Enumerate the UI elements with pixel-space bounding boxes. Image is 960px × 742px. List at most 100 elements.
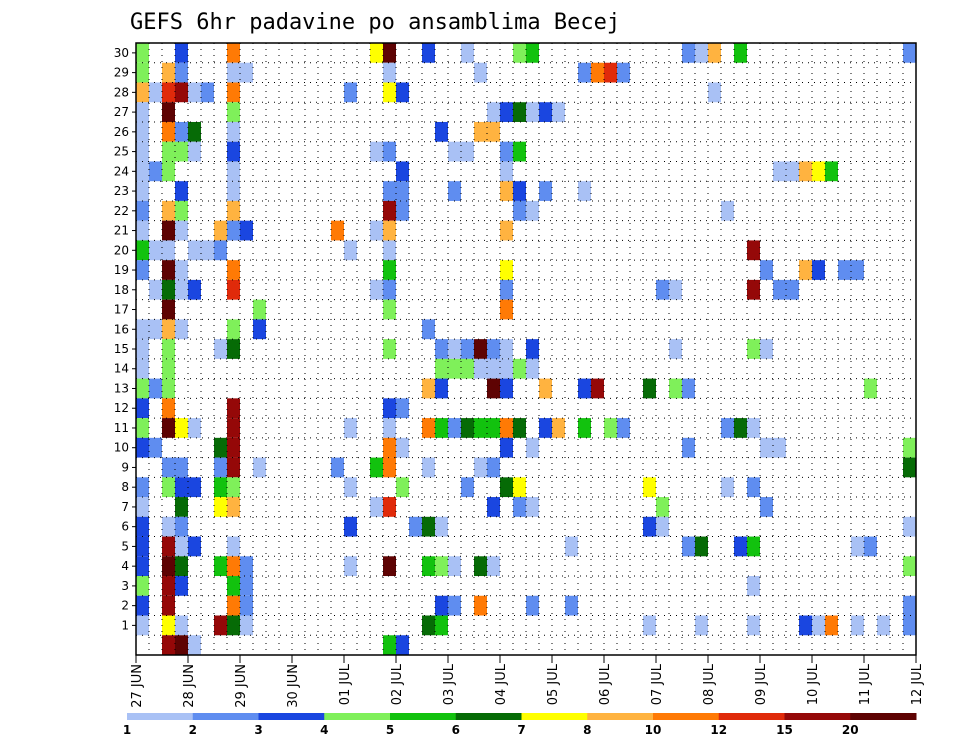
heatmap-cell bbox=[214, 615, 227, 636]
y-tick-label: 18 bbox=[114, 283, 129, 297]
heatmap-cell bbox=[227, 497, 240, 517]
heatmap-cell bbox=[474, 595, 487, 616]
heatmap-cell bbox=[188, 240, 201, 261]
heatmap-cell bbox=[643, 615, 656, 636]
heatmap-cell bbox=[591, 378, 604, 399]
heatmap-cell bbox=[162, 516, 175, 537]
heatmap-cell bbox=[591, 62, 604, 83]
heatmap-cell bbox=[175, 121, 188, 142]
y-tick-label: 5 bbox=[121, 539, 129, 553]
heatmap-cell bbox=[149, 240, 162, 261]
heatmap-cell bbox=[136, 339, 149, 359]
heatmap-cell bbox=[162, 398, 175, 419]
heatmap-cell bbox=[136, 220, 149, 241]
colorbar-segment bbox=[455, 713, 522, 720]
heatmap-cell bbox=[227, 595, 240, 616]
heatmap-cell bbox=[175, 43, 188, 63]
heatmap-cell bbox=[435, 556, 448, 577]
heatmap-cell bbox=[188, 418, 201, 438]
heatmap-cell bbox=[604, 62, 617, 83]
heatmap-cell bbox=[474, 62, 487, 83]
heatmap-cell bbox=[214, 497, 227, 517]
heatmap-cell bbox=[500, 141, 513, 162]
heatmap-cell bbox=[370, 279, 383, 300]
heatmap-cell bbox=[864, 536, 877, 557]
heatmap-cell bbox=[669, 339, 682, 359]
heatmap-cell bbox=[500, 279, 513, 300]
heatmap-cell bbox=[396, 161, 409, 182]
heatmap-cell bbox=[162, 595, 175, 616]
heatmap-cell bbox=[721, 477, 734, 498]
heatmap-cell bbox=[162, 358, 175, 379]
heatmap-cell bbox=[344, 516, 357, 537]
y-tick-label: 6 bbox=[121, 520, 129, 534]
heatmap-cell bbox=[747, 576, 760, 596]
colorbar-segment bbox=[653, 713, 720, 720]
heatmap-cell bbox=[162, 576, 175, 596]
heatmap-cell bbox=[175, 82, 188, 103]
y-tick-label: 27 bbox=[114, 105, 129, 119]
colorbar-label: 3 bbox=[254, 723, 262, 737]
heatmap-cell bbox=[422, 43, 435, 63]
heatmap-cell bbox=[786, 161, 799, 182]
heatmap-cell bbox=[851, 615, 864, 636]
heatmap-cell bbox=[227, 121, 240, 142]
x-tick-label: 30 JUN bbox=[286, 664, 301, 708]
heatmap-cell bbox=[643, 378, 656, 399]
heatmap-cell bbox=[240, 220, 253, 241]
heatmap-cell bbox=[812, 161, 825, 182]
heatmap-cell bbox=[903, 516, 916, 537]
colorbar-label: 5 bbox=[386, 723, 394, 737]
heatmap-cell bbox=[383, 635, 396, 655]
heatmap-cell bbox=[136, 516, 149, 537]
heatmap-cell bbox=[162, 200, 175, 221]
y-tick-label: 29 bbox=[114, 66, 129, 80]
heatmap-cell bbox=[383, 240, 396, 261]
grid-lines bbox=[136, 43, 916, 655]
heatmap-cell bbox=[370, 220, 383, 241]
colorbar-segment bbox=[521, 713, 588, 720]
colorbar-segment bbox=[258, 713, 325, 720]
y-tick-label: 4 bbox=[121, 559, 129, 573]
y-tick-label: 11 bbox=[114, 421, 129, 435]
heatmap-cell bbox=[136, 477, 149, 498]
y-tick-label: 12 bbox=[114, 401, 129, 415]
heatmap-cell bbox=[136, 62, 149, 83]
heatmap-cell bbox=[500, 378, 513, 399]
y-tick-label: 22 bbox=[114, 204, 129, 218]
heatmap-cell bbox=[227, 82, 240, 103]
heatmap-cell bbox=[227, 141, 240, 162]
y-tick-label: 30 bbox=[114, 46, 129, 60]
heatmap-cell bbox=[708, 43, 721, 63]
x-tick-label: 02 JUL bbox=[390, 663, 405, 705]
heatmap-cell bbox=[253, 457, 266, 478]
heatmap-cell bbox=[669, 279, 682, 300]
heatmap-cell bbox=[474, 339, 487, 359]
y-tick-label: 14 bbox=[114, 362, 129, 376]
heatmap-cell bbox=[214, 477, 227, 498]
x-tick-label: 27 JUN bbox=[130, 664, 145, 708]
heatmap-cell bbox=[162, 161, 175, 182]
x-tick-label: 11 JUL bbox=[858, 663, 873, 705]
heatmap-cell bbox=[162, 260, 175, 280]
heatmap-cell bbox=[461, 418, 474, 438]
heatmap-cell bbox=[383, 398, 396, 419]
heatmap-cell bbox=[175, 497, 188, 517]
heatmap-cell bbox=[682, 378, 695, 399]
y-tick-label: 23 bbox=[114, 184, 129, 198]
heatmap-cell bbox=[396, 398, 409, 419]
heatmap-cell bbox=[136, 82, 149, 103]
heatmap-cell bbox=[539, 181, 552, 201]
colorbar-label: 10 bbox=[645, 723, 662, 737]
heatmap-cell bbox=[500, 299, 513, 320]
heatmap-cell bbox=[162, 457, 175, 478]
heatmap-cell bbox=[565, 595, 578, 616]
colorbar-label: 6 bbox=[452, 723, 460, 737]
heatmap-cell bbox=[175, 141, 188, 162]
heatmap-cell bbox=[240, 556, 253, 577]
heatmap-cell bbox=[695, 615, 708, 636]
y-tick-label: 20 bbox=[114, 243, 129, 257]
heatmap-cell bbox=[136, 398, 149, 419]
heatmap-cell bbox=[422, 457, 435, 478]
heatmap-cell bbox=[396, 635, 409, 655]
